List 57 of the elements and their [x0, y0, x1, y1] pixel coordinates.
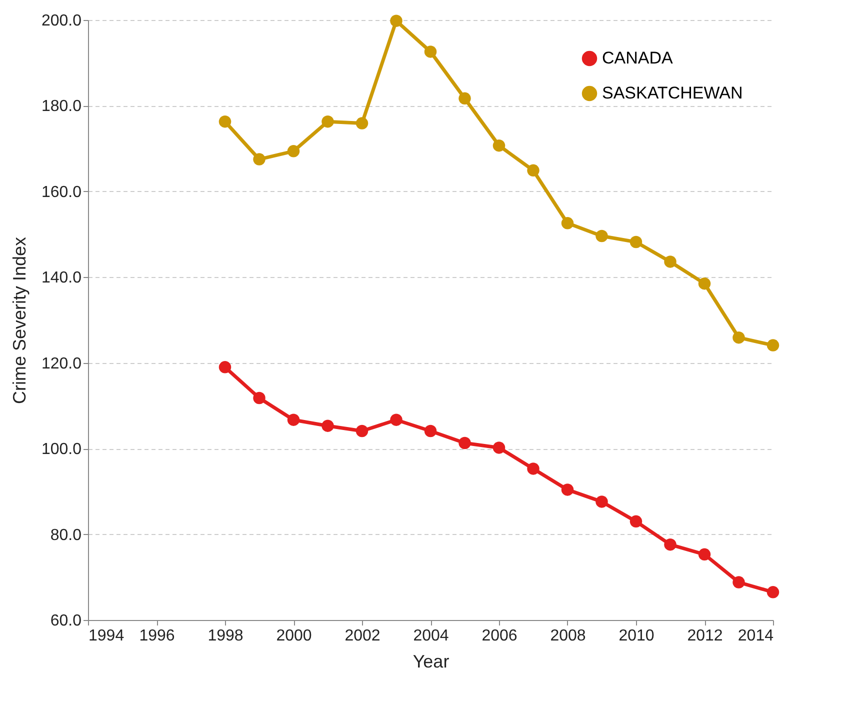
point — [698, 277, 711, 290]
x-tick-label: 2012 — [687, 628, 723, 644]
point — [390, 14, 402, 27]
point — [561, 484, 574, 496]
point — [287, 414, 300, 426]
point — [253, 392, 266, 404]
point — [664, 538, 676, 551]
point — [527, 164, 540, 177]
point — [218, 361, 232, 374]
point — [424, 424, 437, 438]
y-tick-label: 160.0 — [41, 184, 82, 201]
point — [390, 414, 402, 426]
y-tick-label: 180.0 — [41, 98, 82, 116]
point — [630, 236, 642, 248]
x-tick-label: 2004 — [413, 628, 449, 644]
y-tick-label: 80.0 — [50, 526, 82, 544]
y-tick-label: 100.0 — [41, 441, 82, 458]
x-tick-label: 1996 — [139, 628, 175, 644]
point — [322, 420, 334, 432]
point — [596, 230, 608, 242]
point — [630, 515, 642, 528]
y-tick-label: 200.0 — [41, 12, 82, 30]
point — [458, 436, 471, 450]
point — [492, 442, 506, 454]
y-tick-label: 140.0 — [41, 270, 82, 287]
y-tick-label: 60.0 — [50, 612, 82, 630]
point — [458, 92, 471, 105]
point — [664, 256, 676, 268]
x-tick-label: 1994 — [88, 628, 124, 644]
point — [732, 331, 745, 344]
point — [732, 576, 745, 588]
x-axis-title: Year — [412, 652, 450, 672]
point — [356, 117, 368, 130]
point — [492, 139, 506, 152]
point — [698, 548, 711, 561]
x-tick-label: 2010 — [618, 628, 654, 644]
x-tick-label: 2014 — [738, 628, 774, 644]
point — [322, 115, 334, 128]
y-axis-title: Crime Severity Index — [9, 236, 30, 404]
x-tick-label: 2002 — [344, 628, 380, 644]
point — [766, 586, 780, 598]
point — [253, 153, 266, 166]
point — [287, 145, 300, 158]
point — [596, 496, 608, 508]
point — [424, 46, 437, 58]
point — [356, 424, 368, 438]
x-tick-label: 1998 — [208, 628, 244, 644]
point — [218, 115, 232, 128]
y-tick-label: 120.0 — [41, 355, 82, 372]
point — [561, 217, 574, 230]
x-tick-label: 2000 — [276, 628, 312, 644]
point — [766, 339, 780, 352]
point — [527, 462, 540, 475]
legend-label: SASKATCHEWAN — [602, 84, 743, 102]
x-tick-label: 2006 — [482, 628, 518, 644]
legend-label: CANADA — [602, 48, 674, 68]
x-tick-label: 2008 — [550, 628, 586, 644]
